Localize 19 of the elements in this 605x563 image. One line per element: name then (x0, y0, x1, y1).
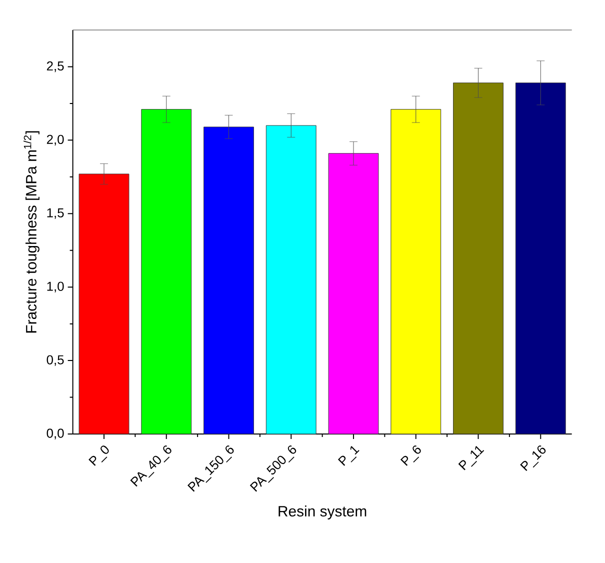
y-tick-label: 0,0 (46, 428, 64, 440)
bar (328, 153, 379, 434)
x-axis-title: Resin system (278, 506, 366, 520)
bar (515, 82, 566, 434)
y-axis-title: Fracture toughness [MPa m$^{1/2}$] (24, 131, 40, 333)
y-tick-label: 2,5 (46, 61, 64, 72)
y-tick-label: 2,0 (46, 134, 64, 146)
y-tick-label: 1,0 (47, 282, 64, 292)
bar (266, 125, 316, 434)
bar (78, 174, 130, 434)
bar (141, 109, 192, 434)
bar (204, 126, 254, 434)
x-tick-label: P_6 (400, 445, 421, 466)
bar (453, 82, 504, 434)
x-tick-label: P_1 (338, 446, 360, 466)
y-tick-label: 1,5 (47, 208, 64, 219)
x-tick-label: P_0 (88, 446, 109, 466)
y-tick-label: 0,5 (46, 355, 64, 366)
bar (390, 109, 442, 434)
